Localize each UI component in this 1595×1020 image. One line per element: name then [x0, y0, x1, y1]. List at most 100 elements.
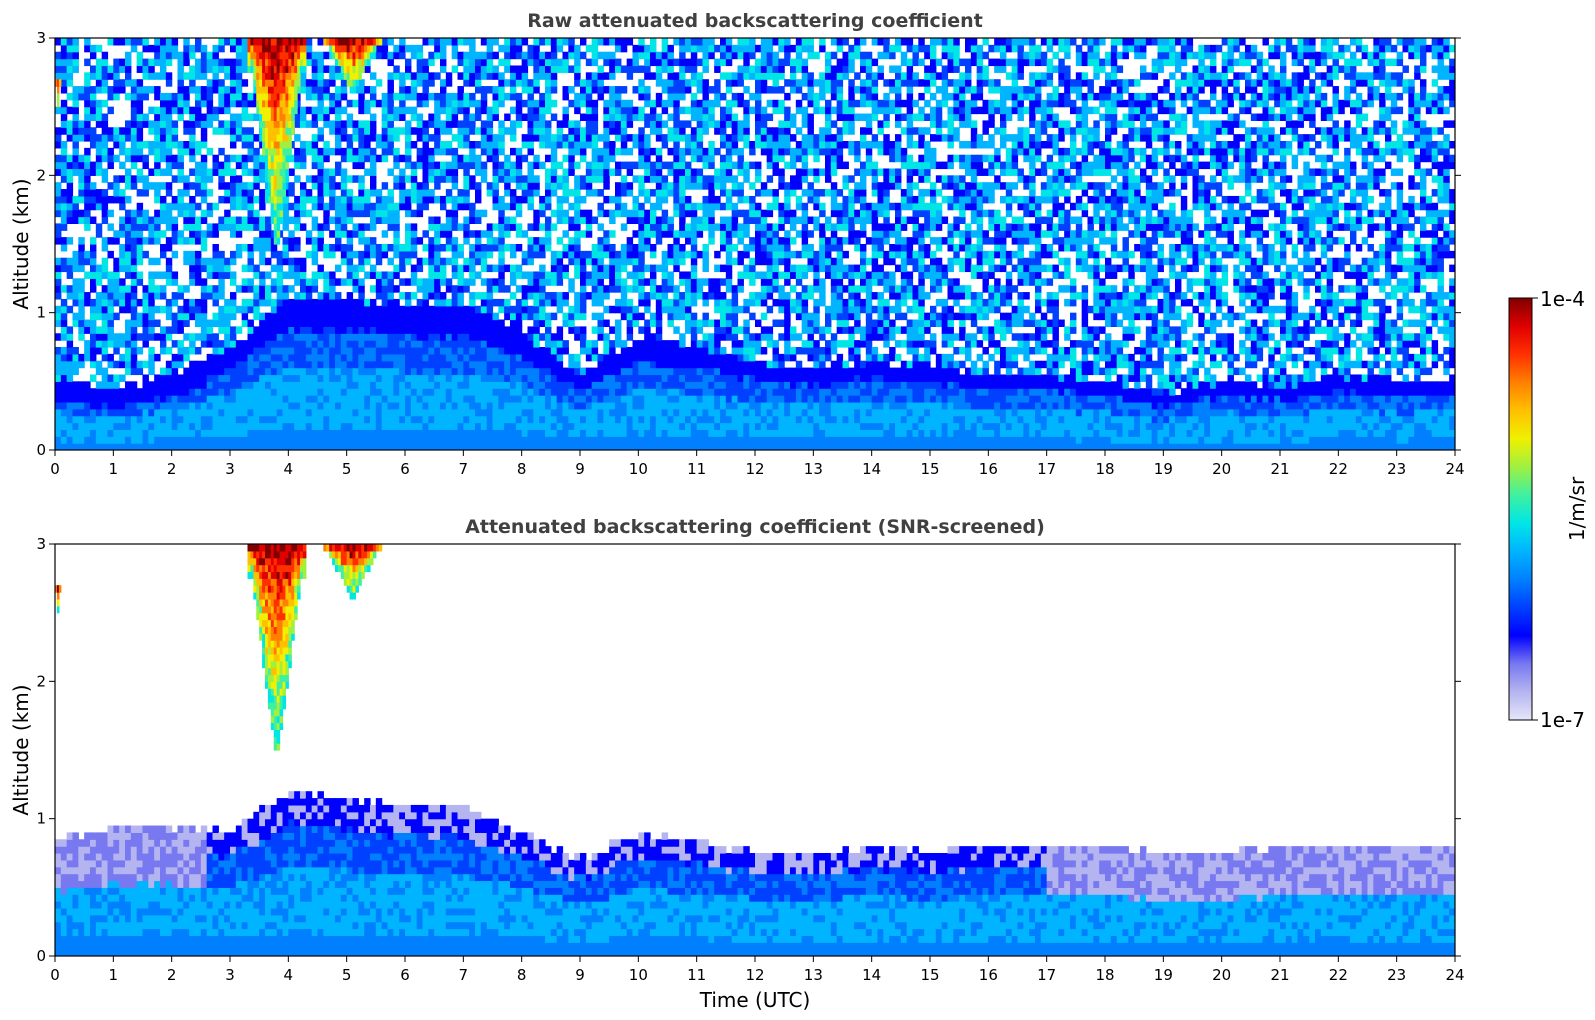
backscatter-cell — [101, 422, 109, 430]
backscatter-cell — [521, 38, 529, 46]
backscatter-cell — [60, 106, 68, 115]
backscatter-cell — [130, 230, 138, 238]
backscatter-cell — [247, 436, 254, 444]
backscatter-cell — [521, 257, 529, 266]
backscatter-cell — [597, 86, 604, 94]
backscatter-cell — [574, 353, 581, 362]
backscatter-cell — [370, 312, 377, 321]
backscatter-cell — [171, 250, 179, 259]
backscatter-cell — [410, 161, 418, 170]
backscatter-cell — [521, 395, 529, 403]
backscatter-cell — [667, 401, 674, 410]
backscatter-cell — [323, 395, 330, 403]
backscatter-cell — [568, 408, 575, 417]
backscatter-cell — [655, 319, 663, 327]
backscatter-cell — [177, 195, 184, 204]
backscatter-cell — [463, 58, 470, 67]
backscatter-cell — [463, 106, 470, 115]
backscatter-cell — [107, 250, 114, 259]
backscatter-cell — [486, 333, 494, 341]
backscatter-cell — [533, 250, 540, 259]
backscatter-cell — [457, 347, 464, 355]
backscatter-cell — [265, 244, 272, 252]
backscatter-cell — [346, 141, 354, 149]
backscatter-cell — [160, 127, 167, 135]
backscatter-cell — [620, 209, 628, 218]
backscatter-cell — [66, 395, 74, 403]
backscatter-cell — [370, 443, 377, 450]
backscatter-cell — [428, 312, 435, 321]
backscatter-cell — [562, 298, 569, 307]
backscatter-cell — [119, 408, 126, 417]
backscatter-cell — [340, 202, 348, 211]
backscatter-cell — [195, 443, 202, 450]
backscatter-cell — [650, 168, 657, 176]
backscatter-cell — [113, 134, 120, 142]
backscatter-cell — [189, 443, 196, 450]
backscatter-cell — [545, 292, 552, 300]
backscatter-cell — [265, 326, 272, 334]
backscatter-cell — [568, 147, 575, 156]
backscatter-cell — [667, 113, 674, 121]
backscatter-cell — [136, 202, 144, 211]
backscatter-cell — [288, 340, 295, 348]
backscatter-cell — [539, 298, 546, 307]
backscatter-cell — [667, 312, 674, 321]
backscatter-cell — [521, 353, 529, 362]
backscatter-cell — [387, 353, 394, 362]
backscatter-cell — [416, 443, 424, 450]
backscatter-cell — [603, 271, 610, 279]
backscatter-cell — [160, 99, 167, 108]
backscatter-cell — [317, 401, 324, 410]
backscatter-cell — [370, 223, 377, 231]
backscatter-cell — [626, 415, 634, 424]
backscatter-cell — [329, 429, 336, 437]
backscatter-cell — [142, 443, 149, 450]
backscatter-cell — [142, 415, 149, 424]
backscatter-cell — [323, 312, 330, 321]
backscatter-cell — [597, 65, 604, 73]
backscatter-cell — [410, 347, 418, 355]
backscatter-cell — [148, 106, 155, 115]
backscatter-cell — [95, 44, 103, 53]
backscatter-cell — [457, 141, 464, 149]
backscatter-cell — [148, 168, 155, 176]
backscatter-cell — [603, 141, 610, 149]
backscatter-cell — [667, 285, 674, 293]
backscatter-cell — [177, 168, 184, 176]
backscatter-cell — [230, 168, 237, 176]
backscatter-cell — [119, 374, 126, 382]
backscatter-cell — [434, 216, 441, 224]
backscatter-cell — [130, 326, 138, 334]
backscatter-cell — [591, 408, 599, 417]
backscatter-cell — [90, 141, 97, 149]
backscatter-cell — [370, 189, 377, 197]
backscatter-cell — [305, 319, 313, 327]
backscatter-cell — [562, 209, 569, 218]
backscatter-cell — [603, 195, 610, 204]
backscatter-cell — [492, 381, 499, 389]
backscatter-cell — [358, 182, 365, 190]
backscatter-cell — [667, 422, 674, 430]
backscatter-cell — [451, 360, 459, 369]
backscatter-cell — [451, 388, 459, 396]
backscatter-cell — [615, 250, 622, 259]
backscatter-cell — [329, 92, 336, 101]
backscatter-cell — [498, 408, 505, 417]
backscatter-cell — [504, 395, 511, 403]
backscatter-cell — [148, 141, 155, 149]
backscatter-cell — [591, 86, 599, 94]
backscatter-cell — [101, 65, 109, 73]
backscatter-cell — [247, 250, 254, 259]
backscatter-cell — [597, 237, 604, 245]
backscatter-cell — [510, 408, 517, 417]
backscatter-cell — [107, 161, 114, 170]
backscatter-cell — [235, 51, 243, 60]
backscatter-cell — [364, 333, 371, 341]
backscatter-cell — [259, 319, 266, 327]
backscatter-cell — [335, 65, 342, 73]
backscatter-cell — [568, 422, 575, 430]
backscatter-cell — [498, 120, 505, 128]
backscatter-cell — [358, 333, 365, 341]
backscatter-cell — [469, 202, 476, 211]
